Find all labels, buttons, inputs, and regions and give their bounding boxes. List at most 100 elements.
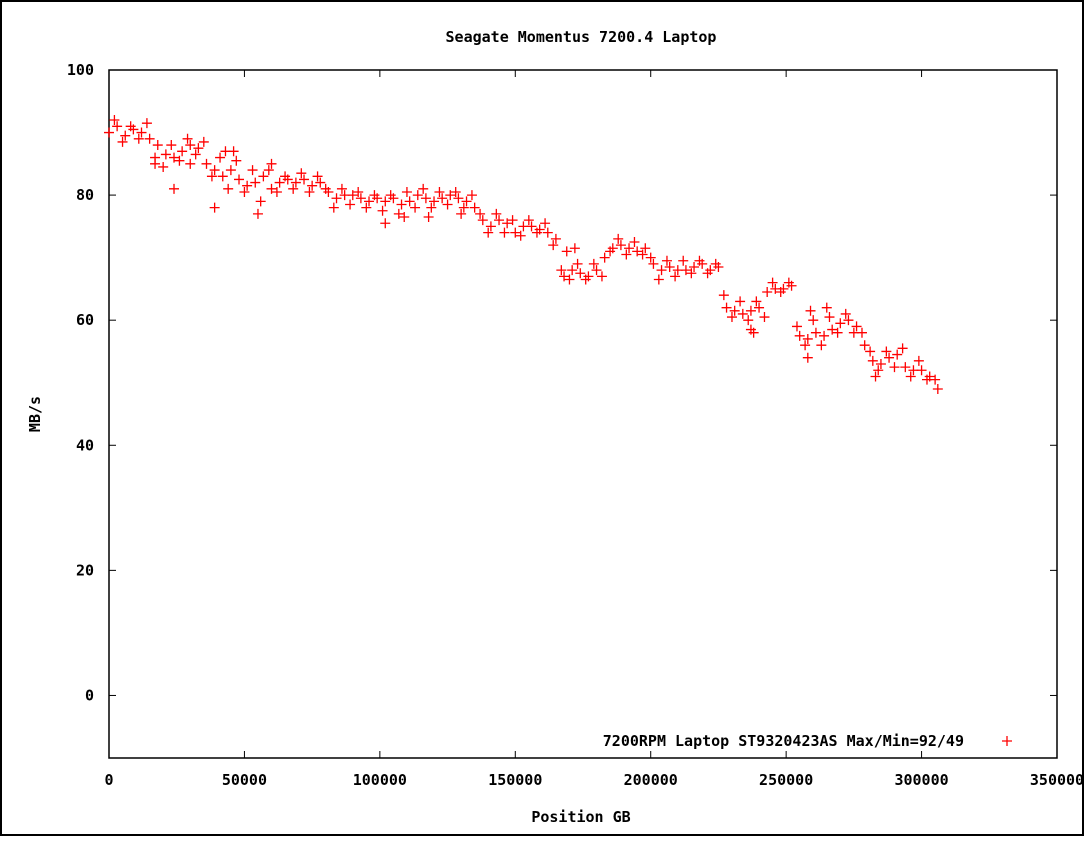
data-point bbox=[556, 265, 567, 276]
data-point bbox=[152, 140, 163, 151]
data-point bbox=[174, 155, 185, 166]
data-point bbox=[494, 215, 505, 226]
data-point bbox=[453, 193, 464, 204]
data-point bbox=[588, 258, 599, 269]
data-point bbox=[510, 227, 521, 238]
data-point bbox=[694, 255, 705, 266]
data-point bbox=[255, 196, 266, 207]
data-point bbox=[686, 268, 697, 279]
data-point bbox=[280, 171, 291, 182]
data-point bbox=[821, 302, 832, 313]
x-tick-label: 200000 bbox=[624, 771, 678, 789]
data-point bbox=[502, 218, 513, 229]
data-point bbox=[242, 180, 253, 191]
data-point bbox=[892, 349, 903, 360]
data-point bbox=[664, 262, 675, 273]
data-point bbox=[661, 255, 672, 266]
data-point bbox=[461, 196, 472, 207]
data-point bbox=[112, 121, 123, 132]
x-tick-label: 100000 bbox=[353, 771, 407, 789]
data-point bbox=[456, 208, 467, 219]
legend-marker-plus bbox=[1002, 736, 1012, 746]
data-point bbox=[469, 202, 480, 213]
data-point bbox=[751, 296, 762, 307]
data-point bbox=[791, 321, 802, 332]
data-point bbox=[802, 333, 813, 344]
data-point bbox=[870, 371, 881, 382]
data-point bbox=[526, 221, 537, 232]
data-point bbox=[613, 233, 624, 244]
data-point bbox=[737, 308, 748, 319]
data-point bbox=[304, 186, 315, 197]
data-point bbox=[802, 352, 813, 363]
data-point bbox=[158, 161, 169, 172]
data-point bbox=[125, 121, 136, 132]
data-point bbox=[930, 374, 941, 385]
data-point bbox=[889, 362, 900, 373]
data-point bbox=[656, 265, 667, 276]
data-point bbox=[393, 208, 404, 219]
data-point bbox=[637, 249, 648, 260]
data-point bbox=[296, 168, 307, 179]
data-point bbox=[355, 193, 366, 204]
data-point bbox=[404, 196, 415, 207]
data-point bbox=[353, 186, 364, 197]
data-point bbox=[331, 193, 342, 204]
data-point bbox=[215, 152, 226, 163]
data-point bbox=[932, 383, 943, 394]
data-point bbox=[193, 143, 204, 154]
data-point bbox=[832, 327, 843, 338]
y-tick-label: 0 bbox=[85, 686, 94, 704]
y-tick-label: 100 bbox=[67, 61, 94, 79]
data-point bbox=[177, 146, 188, 157]
data-point bbox=[523, 215, 534, 226]
data-point bbox=[748, 327, 759, 338]
data-point bbox=[827, 324, 838, 335]
plot-area-border bbox=[108, 69, 1058, 759]
data-point bbox=[133, 133, 144, 144]
data-point bbox=[290, 177, 301, 188]
data-point bbox=[564, 274, 575, 285]
data-point bbox=[865, 346, 876, 357]
data-point bbox=[150, 158, 161, 169]
data-point bbox=[856, 327, 867, 338]
data-point bbox=[396, 199, 407, 210]
data-point bbox=[531, 227, 542, 238]
data-point bbox=[450, 186, 461, 197]
data-point bbox=[160, 149, 171, 160]
data-point bbox=[217, 171, 228, 182]
data-point bbox=[591, 265, 602, 276]
data-point bbox=[640, 243, 651, 254]
data-point bbox=[109, 115, 120, 126]
data-point bbox=[843, 315, 854, 326]
x-axis-label: Position GB bbox=[531, 808, 630, 826]
data-point bbox=[239, 186, 250, 197]
data-point bbox=[726, 312, 737, 323]
data-point bbox=[228, 146, 239, 157]
data-point bbox=[206, 171, 217, 182]
data-point bbox=[483, 227, 494, 238]
data-point bbox=[605, 246, 616, 257]
chart-title: Seagate Momentus 7200.4 Laptop bbox=[446, 28, 717, 46]
data-point bbox=[859, 340, 870, 351]
data-point bbox=[816, 340, 827, 351]
data-point bbox=[429, 196, 440, 207]
data-point bbox=[645, 252, 656, 263]
data-point bbox=[445, 190, 456, 201]
data-point bbox=[548, 240, 559, 251]
data-point bbox=[209, 202, 220, 213]
data-point bbox=[499, 227, 510, 238]
data-point bbox=[201, 158, 212, 169]
axis-ticks bbox=[108, 69, 1058, 758]
data-point bbox=[881, 346, 892, 357]
data-point bbox=[274, 177, 285, 188]
data-point bbox=[258, 171, 269, 182]
data-point bbox=[328, 202, 339, 213]
data-point bbox=[182, 133, 193, 144]
data-point bbox=[596, 271, 607, 282]
data-point bbox=[225, 165, 236, 176]
x-tick-label: 250000 bbox=[759, 771, 813, 789]
data-point bbox=[266, 158, 277, 169]
data-point bbox=[632, 246, 643, 257]
